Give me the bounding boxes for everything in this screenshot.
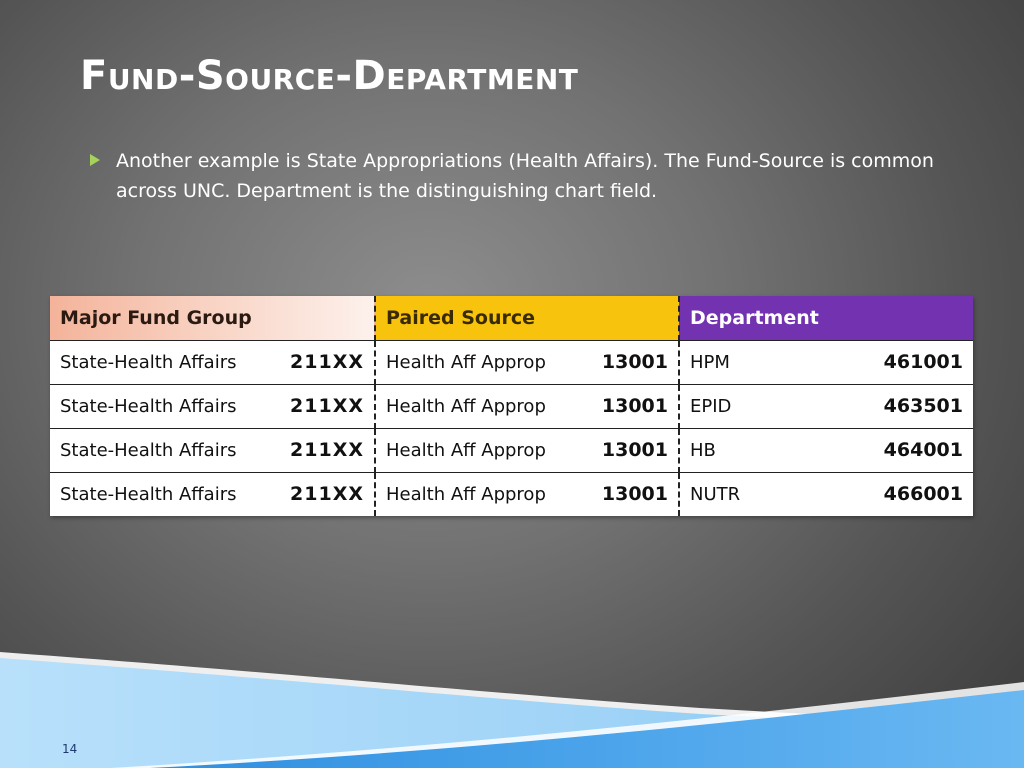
decorative-wave <box>0 652 1024 768</box>
table-header-row: Major Fund Group Paired Source Departmen… <box>50 296 973 340</box>
source-code: 13001 <box>601 351 668 373</box>
dept-name: EPID <box>690 396 732 417</box>
dept-code: 461001 <box>883 351 963 373</box>
fund-code: 211XX <box>290 483 364 506</box>
dept-name: HPM <box>690 352 730 373</box>
source-name: Health Aff Approp <box>386 484 546 506</box>
triangle-bullet-icon <box>90 154 100 166</box>
dept-cell: HPM 461001 <box>679 339 973 384</box>
dept-code: 463501 <box>883 395 963 417</box>
header-paired-source: Paired Source <box>375 296 680 340</box>
page-number: 14 <box>62 742 78 756</box>
fund-name: State-Health Affairs <box>60 352 237 373</box>
header-department: Department <box>679 296 973 340</box>
source-code: 13001 <box>601 483 668 506</box>
table-row: State-Health Affairs 211XX Health Aff App… <box>50 427 973 472</box>
dept-code: 466001 <box>883 483 963 506</box>
fund-name: State-Health Affairs <box>60 440 237 461</box>
bullet-item: Another example is State Appropriations … <box>90 146 970 206</box>
source-name: Health Aff Approp <box>386 440 546 461</box>
slide-title: Fund-Source-Department <box>80 53 579 99</box>
dept-cell: EPID 463501 <box>679 383 973 428</box>
dept-cell: HB 464001 <box>679 427 973 472</box>
source-name: Health Aff Approp <box>386 352 546 373</box>
table-row: State-Health Affairs 211XX Health Aff App… <box>50 339 973 384</box>
bullet-text: Another example is State Appropriations … <box>116 150 934 202</box>
fund-name: State-Health Affairs <box>60 484 237 506</box>
source-name: Health Aff Approp <box>386 396 546 417</box>
source-cell: Health Aff Approp 13001 <box>375 427 680 472</box>
table-row: State-Health Affairs 211XX Health Aff App… <box>50 383 973 428</box>
dept-name: HB <box>690 440 716 461</box>
source-code: 13001 <box>601 395 668 417</box>
dept-name: NUTR <box>690 484 741 506</box>
fund-code: 211XX <box>290 351 364 373</box>
source-cell: Health Aff Approp 13001 <box>375 339 680 384</box>
fund-cell: State-Health Affairs 211XX <box>50 471 376 516</box>
fund-cell: State-Health Affairs 211XX <box>50 383 376 428</box>
fund-code: 211XX <box>290 395 364 417</box>
dept-cell: NUTR 466001 <box>679 471 973 516</box>
fund-source-department-table: Major Fund Group Paired Source Departmen… <box>50 296 973 516</box>
source-code: 13001 <box>601 439 668 461</box>
table-row: State-Health Affairs 211XX Health Aff App… <box>50 471 973 516</box>
header-major-fund-group: Major Fund Group <box>50 296 376 340</box>
dept-code: 464001 <box>883 439 963 461</box>
fund-cell: State-Health Affairs 211XX <box>50 339 376 384</box>
source-cell: Health Aff Approp 13001 <box>375 471 680 516</box>
fund-code: 211XX <box>290 439 364 461</box>
fund-name: State-Health Affairs <box>60 396 237 417</box>
source-cell: Health Aff Approp 13001 <box>375 383 680 428</box>
fund-cell: State-Health Affairs 211XX <box>50 427 376 472</box>
